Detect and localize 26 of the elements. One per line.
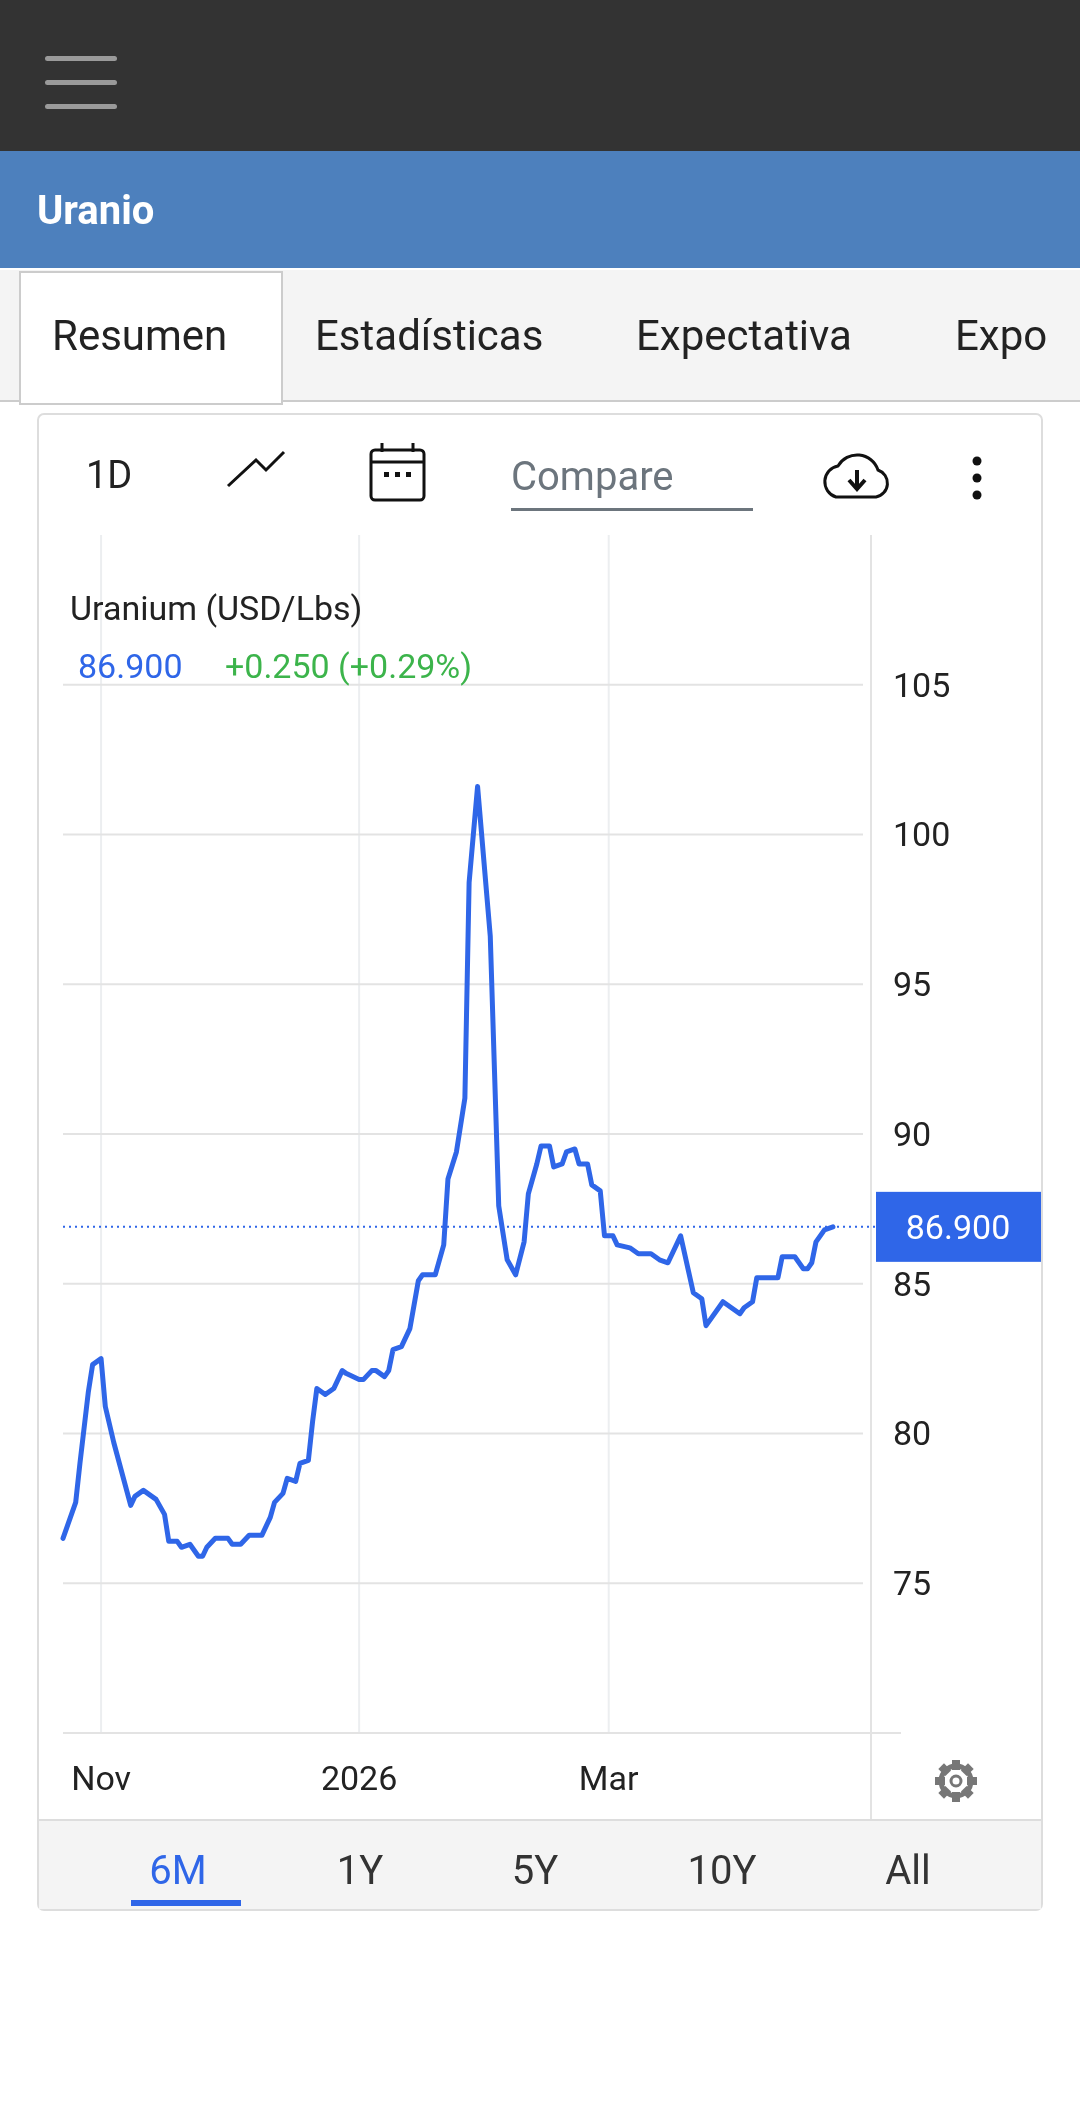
text: Expo: [955, 311, 1048, 360]
text: Estadísticas: [315, 311, 544, 360]
text: Resumen: [52, 311, 228, 360]
text: 10Y: [687, 1847, 757, 1894]
x-tick-label: Nov: [71, 1758, 132, 1798]
text: Uranium (USD/Lbs): [70, 588, 363, 628]
text: Uranio: [37, 187, 155, 234]
y-tick-label: 95: [893, 964, 932, 1005]
y-tick-label: 85: [893, 1263, 932, 1304]
y-tick-label: 105: [893, 664, 951, 705]
y-tick-label: 80: [893, 1413, 932, 1454]
text: 5Y: [511, 1847, 559, 1894]
text: All: [885, 1847, 931, 1894]
y-tick-label: 100: [893, 814, 951, 855]
annotation: 86.900: [78, 646, 183, 686]
text: 6M: [149, 1847, 207, 1894]
text: 1D: [86, 453, 133, 497]
x-tick-label: Mar: [578, 1758, 640, 1798]
text: 1Y: [336, 1847, 384, 1894]
annotation: +0.250 (+0.29%): [225, 646, 473, 686]
text: Compare: [511, 453, 674, 500]
text: Expectativa: [636, 311, 852, 360]
y-tick-label: 90: [893, 1113, 932, 1154]
ref-line-label: 86.900: [905, 1206, 1011, 1247]
x-tick-label: 2026: [320, 1758, 398, 1798]
y-tick-label: 75: [893, 1563, 932, 1604]
